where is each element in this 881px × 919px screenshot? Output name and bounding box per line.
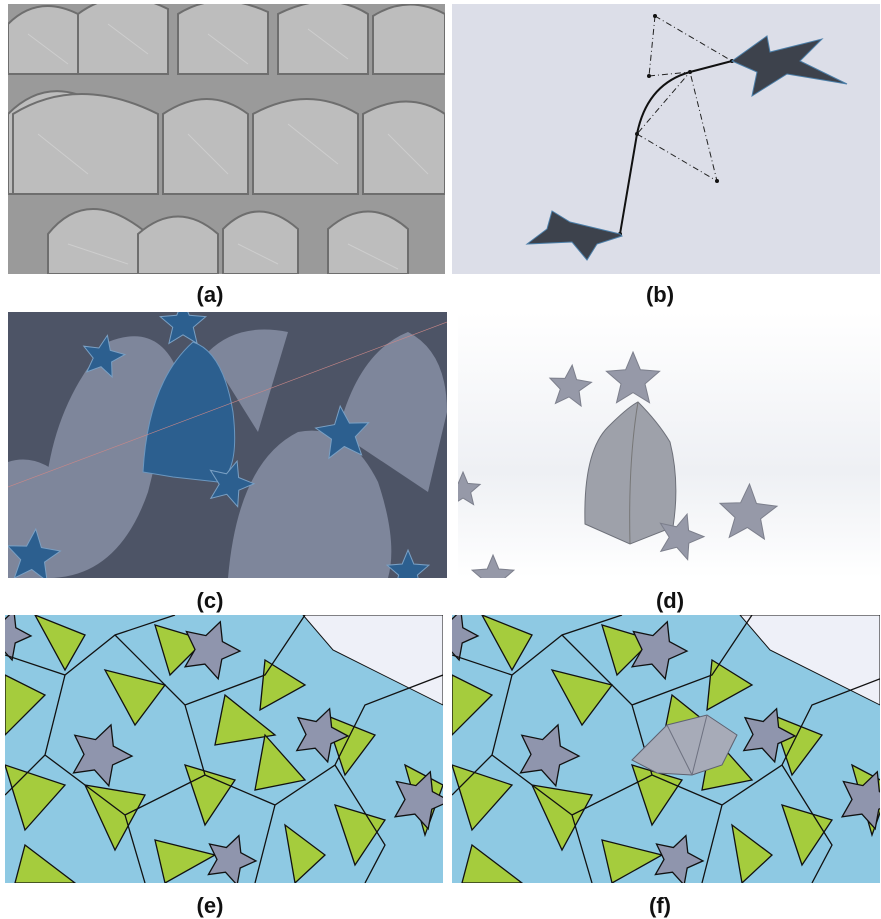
panel-b-image [452, 4, 880, 274]
figure: (a) (b) (c) [0, 0, 881, 919]
panel-label: (d) [610, 588, 730, 614]
panel-label: (b) [600, 282, 720, 308]
panel-label: (c) [150, 588, 270, 614]
panel-e-image [5, 615, 443, 883]
panel-d-image [458, 312, 880, 578]
panel-label: (a) [150, 282, 270, 308]
panel-label: (f) [600, 893, 720, 919]
domes [8, 4, 445, 274]
panel-f-image [452, 615, 880, 883]
panel-c-image [8, 312, 447, 578]
panel-a-image [8, 4, 445, 274]
panel-label: (e) [150, 893, 270, 919]
